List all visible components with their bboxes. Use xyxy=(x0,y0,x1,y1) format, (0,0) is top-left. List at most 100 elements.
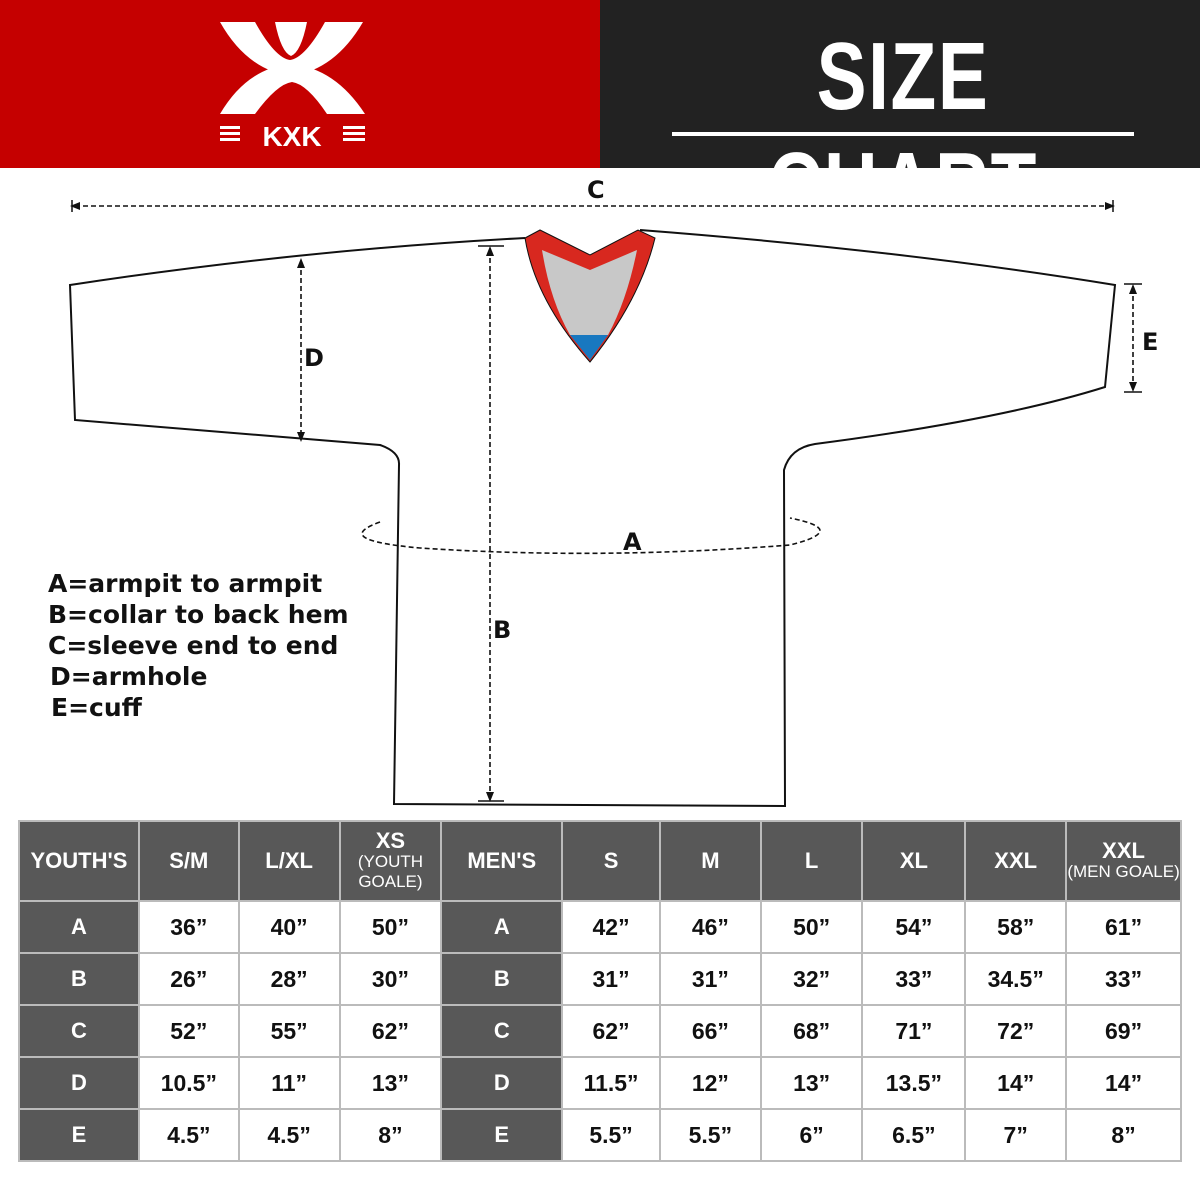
table-row: E 4.5” 4.5” 8” E 5.5” 5.5” 6” 6.5” 7” 8” xyxy=(18,1108,1182,1162)
jersey-outline xyxy=(68,229,1117,808)
measurement-cell: 7” xyxy=(964,1108,1068,1162)
row-label: C xyxy=(440,1004,564,1058)
row-label: B xyxy=(18,952,140,1006)
measurement-cell: 28” xyxy=(237,952,341,1006)
size-name: S xyxy=(603,848,619,873)
row-label: A xyxy=(18,900,140,954)
measurement-cell: 5.5” xyxy=(561,1108,661,1162)
size-name: L xyxy=(804,848,819,873)
logo-text: KXK xyxy=(262,121,321,150)
measurement-cell: 13.5” xyxy=(861,1056,967,1110)
legend-item: A=armpit to armpit xyxy=(48,569,323,598)
measurement-cell: 8” xyxy=(1065,1108,1182,1162)
size-header: M xyxy=(658,820,762,902)
measurement-cell: 46” xyxy=(658,900,762,954)
size-name: XXL xyxy=(1102,838,1145,863)
row-label: B xyxy=(440,952,564,1006)
measurement-cell: 11.5” xyxy=(561,1056,661,1110)
size-note: (YOUTH GOALE) xyxy=(357,852,424,891)
table-row: D 10.5” 11” 13” D 11.5” 12” 13” 13.5” 14” 14” xyxy=(18,1056,1182,1110)
size-header: XXL (MEN GOALE) xyxy=(1065,820,1182,902)
measurement-cell: 13” xyxy=(338,1056,443,1110)
row-label: C xyxy=(18,1004,140,1058)
row-label: E xyxy=(18,1108,140,1162)
measurement-cell: 6.5” xyxy=(861,1108,967,1162)
measurement-cell: 11” xyxy=(237,1056,341,1110)
label-c: C xyxy=(587,176,605,204)
measurement-cell: 12” xyxy=(658,1056,762,1110)
row-label: E xyxy=(440,1108,564,1162)
measurement-cell: 50” xyxy=(759,900,864,954)
size-name: XXL xyxy=(994,848,1038,873)
measurement-cell: 10.5” xyxy=(137,1056,240,1110)
measurement-cell: 5.5” xyxy=(658,1108,762,1162)
header-title-panel xyxy=(600,0,1200,168)
measurement-cell: 33” xyxy=(1065,952,1182,1006)
measurement-cell: 36” xyxy=(137,900,240,954)
kxk-logo: KXK xyxy=(220,22,365,150)
measurement-cell: 52” xyxy=(137,1004,240,1058)
size-name: XL xyxy=(899,848,928,873)
title-underline xyxy=(672,132,1134,136)
measurement-cell: 14” xyxy=(1065,1056,1182,1110)
table-header-row: YOUTH'S S/M L/XL XS (YOUTH GOALE) MEN'S S M L XL X… xyxy=(18,820,1182,902)
label-a: A xyxy=(623,528,642,556)
youth-header: YOUTH'S xyxy=(18,820,140,902)
measurement-cell: 40” xyxy=(237,900,341,954)
row-label: D xyxy=(440,1056,564,1110)
table-row: A 36” 40” 50” A 42” 46” 50” 54” 58” 61” xyxy=(18,900,1182,954)
men-header: MEN'S xyxy=(440,820,564,902)
measurement-cell: 68” xyxy=(759,1004,864,1058)
measurement-cell: 55” xyxy=(237,1004,341,1058)
measurement-cell: 34.5” xyxy=(964,952,1068,1006)
measurement-cell: 32” xyxy=(759,952,864,1006)
measurement-cell: 69” xyxy=(1065,1004,1182,1058)
size-name: S/M xyxy=(169,848,209,873)
size-name: L/XL xyxy=(265,848,313,873)
measurement-cell: 61” xyxy=(1065,900,1182,954)
measurement-cell: 31” xyxy=(561,952,661,1006)
measurement-cell: 8” xyxy=(338,1108,443,1162)
size-header: L xyxy=(759,820,864,902)
label-e: E xyxy=(1142,328,1159,356)
label-d: D xyxy=(304,344,324,372)
measurement-cell: 62” xyxy=(561,1004,661,1058)
measurement-cell: 54” xyxy=(861,900,967,954)
label-b: B xyxy=(493,616,512,644)
measurement-cell: 62” xyxy=(338,1004,443,1058)
measurement-cell: 50” xyxy=(338,900,443,954)
size-name: XS xyxy=(375,828,406,853)
measurement-cell: 58” xyxy=(964,900,1068,954)
size-table: YOUTH'S S/M L/XL XS (YOUTH GOALE) MEN'S S M L XL X… xyxy=(18,820,1182,1162)
measurement-cell: 66” xyxy=(658,1004,762,1058)
row-label: D xyxy=(18,1056,140,1110)
measurement-cell: 31” xyxy=(658,952,762,1006)
measurement-cell: 71” xyxy=(861,1004,967,1058)
measurement-cell: 33” xyxy=(861,952,967,1006)
measurement-legend: A=armpit to armpit B=collar to back hem … xyxy=(48,568,349,723)
measurement-cell: 6” xyxy=(759,1108,864,1162)
size-header: L/XL xyxy=(237,820,341,902)
table-row: B 26” 28” 30” B 31” 31” 32” 33” 34.5” 33” xyxy=(18,952,1182,1006)
measurement-cell: 14” xyxy=(964,1056,1068,1110)
measurement-cell: 13” xyxy=(759,1056,864,1110)
measurement-cell: 4.5” xyxy=(237,1108,341,1162)
legend-item: E=cuff xyxy=(51,693,142,722)
size-header: XS (YOUTH GOALE) xyxy=(338,820,443,902)
table-row: C 52” 55” 62” C 62” 66” 68” 71” 72” 69” xyxy=(18,1004,1182,1058)
size-name: M xyxy=(701,848,720,873)
row-label: A xyxy=(440,900,564,954)
measurement-cell: 30” xyxy=(338,952,443,1006)
legend-item: B=collar to back hem xyxy=(48,600,349,629)
measurement-cell: 26” xyxy=(137,952,240,1006)
size-header: XXL xyxy=(964,820,1068,902)
legend-item: C=sleeve end to end xyxy=(48,631,339,660)
size-header: XL xyxy=(861,820,967,902)
size-header: S xyxy=(561,820,661,902)
size-header: S/M xyxy=(137,820,240,902)
measurement-cell: 72” xyxy=(964,1004,1068,1058)
measurement-cell: 4.5” xyxy=(137,1108,240,1162)
size-note: (MEN GOALE) xyxy=(1067,862,1180,881)
page-title: SIZE CHART xyxy=(768,23,1038,240)
jersey-diagram xyxy=(68,200,1142,808)
